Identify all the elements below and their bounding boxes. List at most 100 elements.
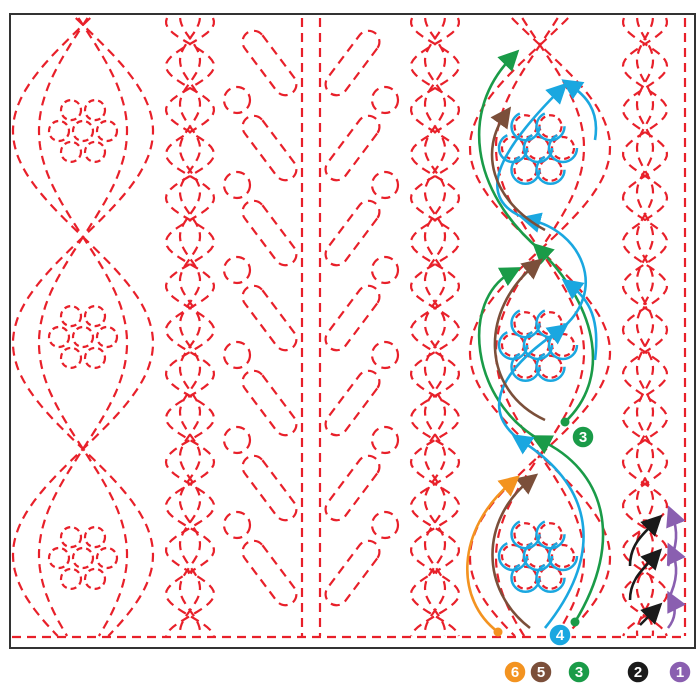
left-rosette-circle <box>83 99 107 122</box>
right-diamond-cable-strand <box>468 17 612 637</box>
stitch-order-paths <box>466 49 686 637</box>
leaf-left-circle <box>222 340 252 370</box>
leaf-left-rod <box>241 114 298 182</box>
rosette-path-circle <box>510 562 541 593</box>
left-rosette-circle <box>59 99 83 122</box>
leaf-right-rod <box>324 29 381 97</box>
path-endpoint-dot <box>560 417 570 427</box>
badge-label: 2 <box>634 664 642 681</box>
left-rosette-circle <box>47 325 71 349</box>
path-endpoint-dot <box>493 627 503 637</box>
black-path <box>628 548 663 601</box>
left-rosette-circle <box>59 305 83 328</box>
leaf-left-rod <box>241 454 298 522</box>
badge-circle <box>668 660 692 684</box>
step-badge-6: 6 <box>503 660 527 684</box>
leaf-left-rod <box>241 199 298 267</box>
badge-label: 4 <box>556 627 565 644</box>
braid-right-strand <box>635 17 655 637</box>
left-rosette-circle <box>95 546 119 570</box>
leaf-left-circle <box>222 255 252 285</box>
left-rosette-circle <box>83 567 107 590</box>
left-rosette-circle <box>59 346 83 369</box>
left-rosette-circle <box>47 546 71 570</box>
brown-path <box>490 106 546 232</box>
badge-circle <box>529 660 553 684</box>
black-path <box>639 602 663 626</box>
path-endpoint-dot <box>507 267 517 277</box>
leaf-right-circle <box>370 170 400 200</box>
badge-circle <box>503 660 527 684</box>
blue-path <box>496 82 587 629</box>
left-rosette-circle <box>59 526 83 549</box>
leaf-right-rod <box>324 539 381 607</box>
left-rosette-circle <box>83 140 107 163</box>
path-endpoint-dot <box>507 52 517 62</box>
step-badge-1: 1 <box>668 660 692 684</box>
braid-middle-strand <box>423 17 447 637</box>
brown-path <box>493 258 546 422</box>
leaf-left-rod <box>241 539 298 607</box>
leaf-right-circle <box>370 255 400 285</box>
step-badge-3: 3 <box>567 660 591 684</box>
braid-left-strand <box>164 17 216 637</box>
blue-path <box>561 79 598 141</box>
braid-left-strand <box>178 17 202 637</box>
leaf-right-rod <box>324 284 381 352</box>
left-rosette-circle <box>71 546 95 570</box>
leaf-right-circle <box>370 425 400 455</box>
badge-circle <box>548 623 572 647</box>
orange-path <box>466 475 520 634</box>
braid-middle-strand <box>409 17 461 637</box>
leaf-left-rod <box>241 284 298 352</box>
leaf-left-circle <box>222 85 252 115</box>
left-rosette-circle <box>71 119 95 143</box>
leaf-right-rod <box>324 114 381 182</box>
inline-badge-4: 4 <box>548 623 572 647</box>
step-badge-2: 2 <box>626 660 650 684</box>
left-rosette-circle <box>95 119 119 143</box>
braid-middle-strand <box>409 17 461 637</box>
left-rosette-circle <box>95 325 119 349</box>
braid-left-strand <box>164 17 216 637</box>
leaf-left-circle <box>222 510 252 540</box>
badge-label: 3 <box>575 664 583 681</box>
leaf-left-rod <box>241 29 298 97</box>
purple-path <box>666 590 686 629</box>
left-rosette-circle <box>47 119 71 143</box>
path-endpoint-dot <box>507 477 517 487</box>
leaf-right-rod <box>324 199 381 267</box>
leaf-right-rod <box>324 454 381 522</box>
badge-circle <box>571 425 595 449</box>
rosette-path-circle <box>547 540 579 572</box>
left-rosette-circle <box>59 140 83 163</box>
blue-path <box>561 278 598 361</box>
right-diamond-cable-strand <box>494 17 586 637</box>
badge-label: 6 <box>511 664 519 681</box>
step-badge-5: 5 <box>529 660 553 684</box>
badge-label: 1 <box>676 664 684 681</box>
left-rosette-circle <box>83 526 107 549</box>
black-path <box>628 514 663 567</box>
leaf-left-rod <box>241 369 298 437</box>
badge-circle <box>567 660 591 684</box>
step-badges: 6 5 3 2 1 4 3 <box>503 425 692 684</box>
rosette-path-circle <box>535 562 566 593</box>
left-rosette-circle <box>71 325 95 349</box>
badge-label: 5 <box>537 664 545 681</box>
left-rosette-circle <box>59 567 83 590</box>
leaf-right-circle <box>370 85 400 115</box>
leaf-left-circle <box>222 425 252 455</box>
leaf-left-circle <box>222 170 252 200</box>
leaf-right-circle <box>370 510 400 540</box>
path-endpoint-dot <box>570 617 580 627</box>
braid-right-strand <box>621 17 669 637</box>
badge-label: 3 <box>579 429 587 446</box>
left-rosette-circle <box>83 305 107 328</box>
inline-badge-3: 3 <box>571 425 595 449</box>
braid-middle-strand <box>423 17 447 637</box>
braid-left-strand <box>178 17 202 637</box>
leaf-right-circle <box>370 340 400 370</box>
left-rosette-circle <box>83 346 107 369</box>
